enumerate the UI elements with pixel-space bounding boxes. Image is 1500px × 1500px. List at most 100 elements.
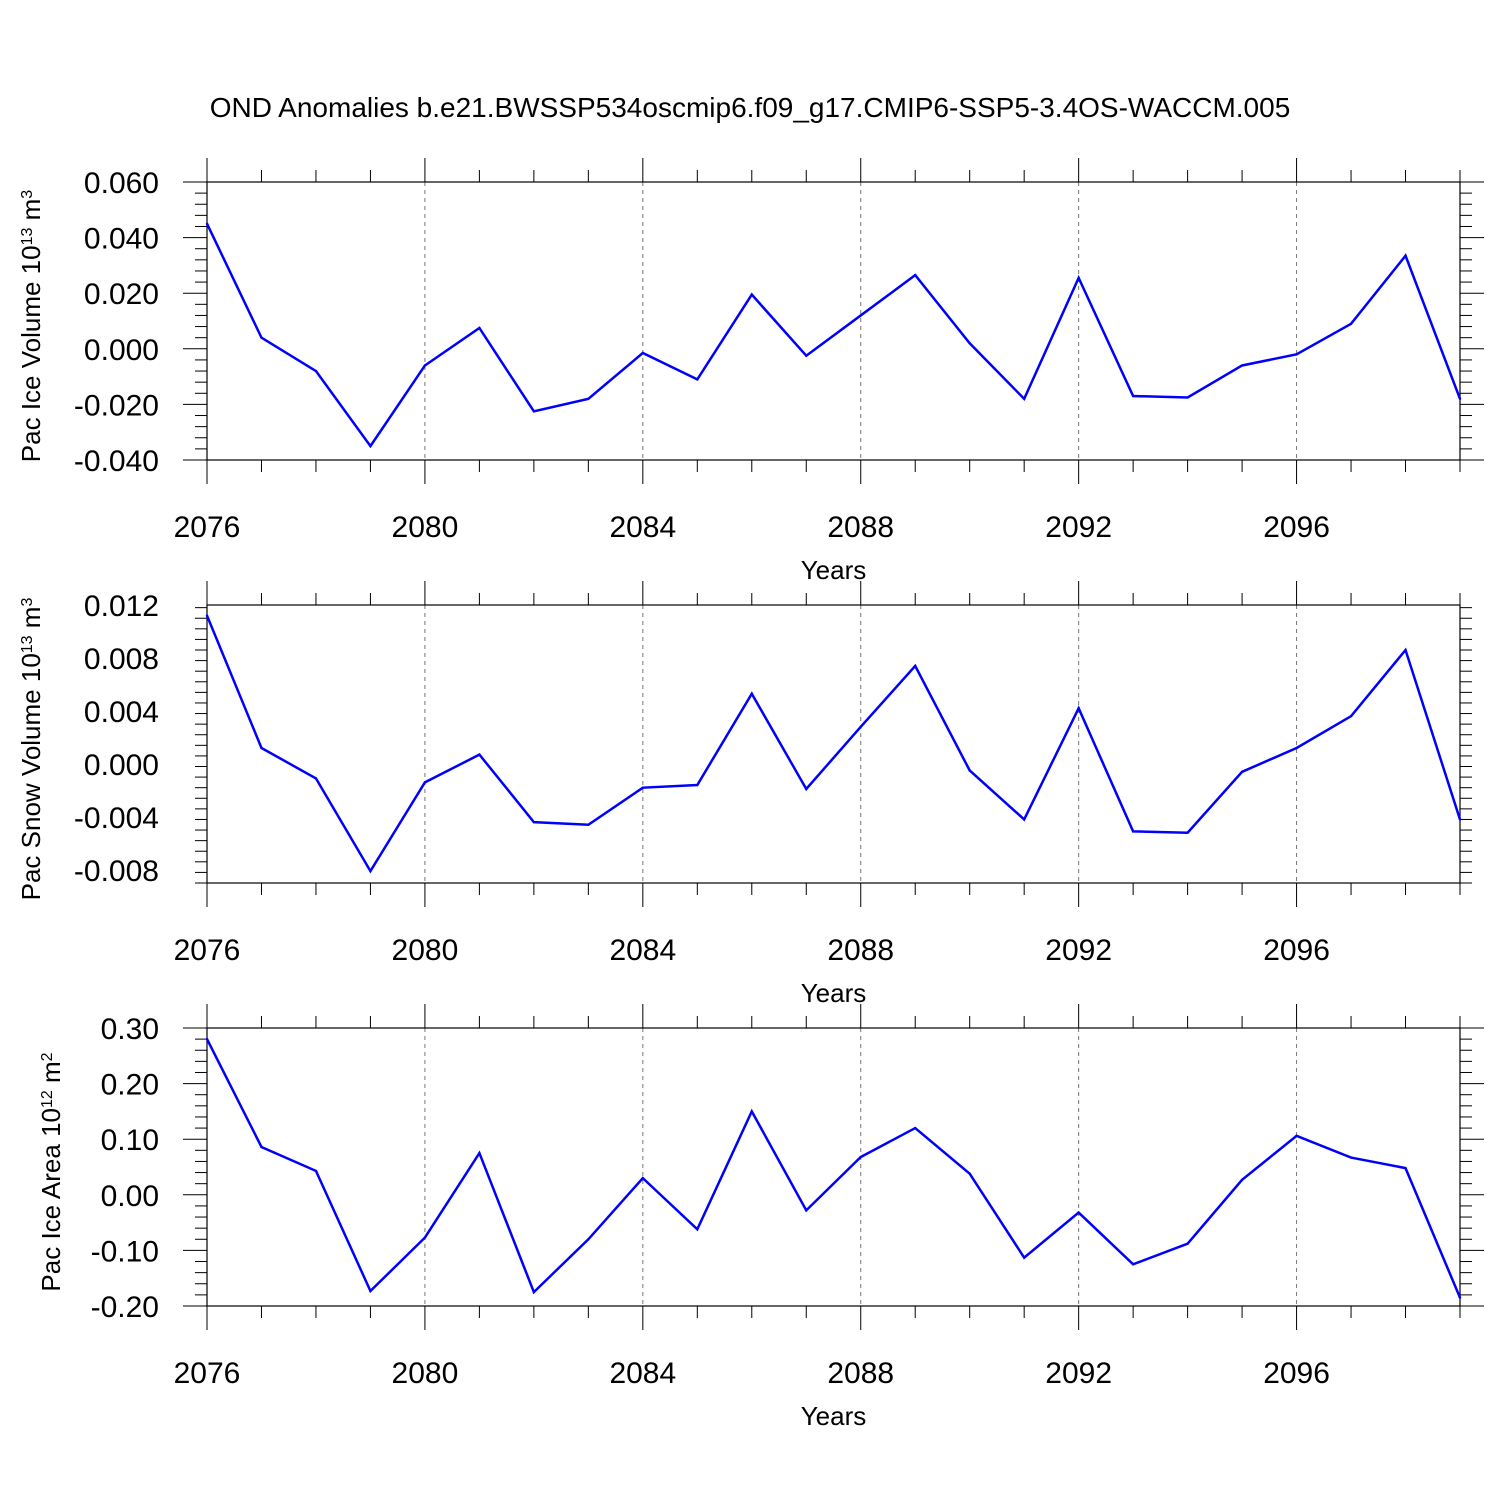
y-tick-label: -0.008 [74,855,159,888]
x-tick-label: 2076 [174,1357,241,1390]
x-tick-label: 2092 [1045,1357,1112,1390]
data-point [805,1209,808,1212]
data-point [1077,276,1080,280]
data-point [1404,648,1407,652]
data-point [1458,1296,1462,1299]
x-tick-label: 2096 [1263,1357,1330,1390]
data-point [1349,715,1353,718]
data-point [1131,1263,1135,1266]
data-point [532,1290,536,1294]
data-point [369,869,372,873]
plot-frame [206,181,1461,461]
data-point [968,1172,971,1175]
figure-title: OND Anomalies b.e21.BWSSP534oscmip6.f09_… [209,92,1291,123]
data-point [1240,1178,1244,1181]
y-tick-label: -0.20 [91,1291,159,1324]
x-tick-label: 2092 [1045,511,1112,544]
data-point [314,369,318,373]
x-tick-label: 2092 [1045,934,1112,967]
data-point [1077,707,1080,710]
data-point [968,342,971,345]
y-tick-label: 0.000 [84,749,159,782]
data-point [532,820,536,824]
data-point [369,1289,372,1293]
data-point [314,1169,318,1173]
x-tick-label: 2076 [174,934,241,967]
data-point [1349,1156,1353,1159]
data-point [423,1236,427,1239]
data-point [478,753,481,756]
data-point [587,397,590,401]
data-point [859,1155,862,1159]
data-point [805,354,808,357]
data-point [205,222,209,225]
data-point [696,378,699,381]
data-point [1186,831,1189,834]
y-tick-label: 0.040 [84,223,159,256]
y-tick-label: 0.00 [101,1180,159,1213]
x-axis-label: Years [801,978,867,1008]
data-point [205,1037,209,1041]
data-point [1295,746,1298,750]
data-point [750,1110,753,1113]
data-point [1186,1242,1189,1245]
data-point [1349,322,1353,325]
data-point [1458,818,1462,821]
y-tick-label: 0.10 [101,1124,159,1157]
plot-frame [206,1027,1461,1307]
plot-frame [206,604,1461,884]
y-tick-label: -0.004 [74,802,159,835]
data-point [641,1176,645,1180]
data-point [859,725,862,728]
data-point [205,614,209,617]
series-line [205,615,1462,874]
data-point [1022,1256,1026,1259]
data-point [914,273,917,277]
x-tick-label: 2084 [609,1357,676,1390]
data-point [1186,396,1189,399]
panel-ice-area: 0.30 0.20 0.10 0.00 -0.10 -0.20 2076 2080 2084 20… [36,1004,1484,1431]
data-point [859,314,862,317]
data-point [478,1151,481,1155]
x-tick-label: 2096 [1263,934,1330,967]
data-point [968,769,971,772]
x-tick-label: 2088 [827,511,894,544]
data-point [1404,1166,1407,1170]
data-point [532,410,536,413]
data-point [1295,353,1298,356]
data-point [1295,1134,1298,1138]
x-tick-label: 2084 [609,934,676,967]
x-tick-label: 2084 [609,511,676,544]
y-tick-label: -0.10 [91,1235,159,1268]
y-tick-label: 0.20 [101,1069,159,1102]
data-point [805,787,808,791]
data-point [423,781,427,784]
data-point [914,1126,917,1130]
y-tick-label: -0.020 [74,389,159,422]
x-axis-label: Years [801,1401,867,1431]
data-point [1404,254,1407,257]
y-tick-label: 0.008 [84,643,159,676]
y-tick-label: 0.020 [84,278,159,311]
series-line [205,223,1462,449]
x-tick-label: 2088 [827,1357,894,1390]
data-point [1240,770,1244,773]
x-axis-label: Years [801,555,867,585]
data-point [750,692,753,695]
data-point [1077,1211,1080,1214]
data-point [1131,394,1135,398]
x-tick-label: 2076 [174,511,241,544]
data-point [696,783,699,787]
y-tick-label: 0.30 [101,1013,159,1046]
y-axis-label: Pac Ice Area 1012 m2 [36,1052,66,1291]
panel-snow-volume: 0.012 0.008 0.004 0.000 -0.004 -0.008 2076 2080… [16,581,1472,1008]
x-tick-label: 2096 [1263,511,1330,544]
y-tick-label: -0.040 [74,445,159,478]
data-point [478,326,481,330]
y-axis-label: Pac Snow Volume 1013 m3 [16,598,46,901]
data-point [369,444,372,448]
data-point [314,777,318,780]
data-point [641,786,645,789]
data-point [1458,397,1462,401]
